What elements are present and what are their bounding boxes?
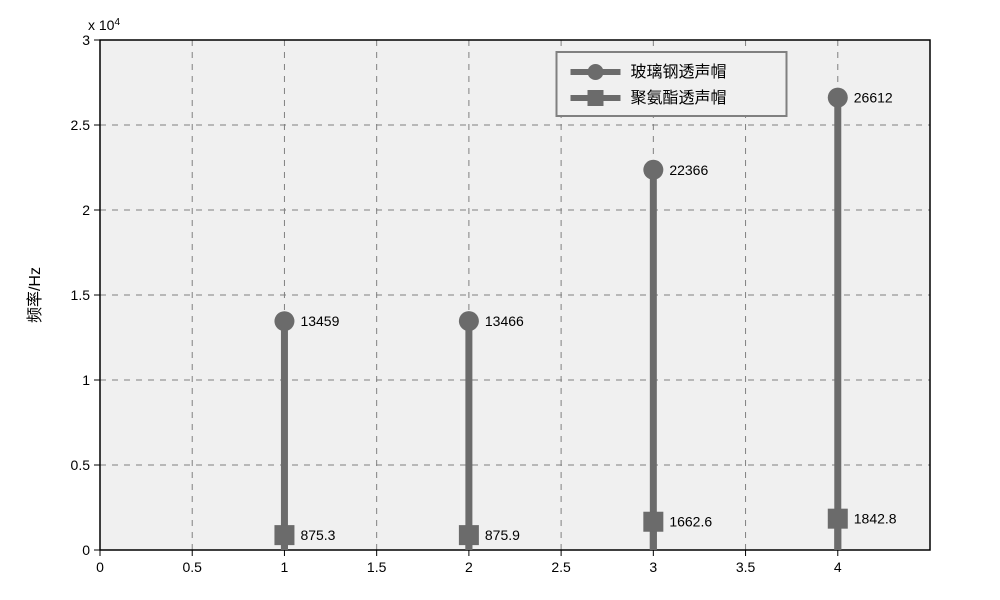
xtick-label: 0.5 <box>182 559 202 575</box>
chart-container: 00.511.522.533.5400.511.522.53x 104频率/Hz… <box>0 0 1000 600</box>
marker-square <box>643 512 663 532</box>
marker-circle <box>643 160 663 180</box>
data-label: 26612 <box>854 90 893 106</box>
xtick-label: 1.5 <box>367 559 387 575</box>
data-label: 1842.8 <box>854 511 897 527</box>
xtick-label: 1 <box>281 559 289 575</box>
data-label: 13459 <box>300 313 339 329</box>
legend-label: 玻璃钢透声帽 <box>631 63 727 81</box>
ytick-label: 1.5 <box>71 287 91 303</box>
marker-square <box>459 525 479 545</box>
xtick-label: 2.5 <box>551 559 571 575</box>
legend-marker-square <box>588 90 604 106</box>
xtick-label: 0 <box>96 559 104 575</box>
marker-square <box>274 525 294 545</box>
marker-square <box>828 509 848 529</box>
xtick-label: 4 <box>834 559 842 575</box>
y-axis-label: 频率/Hz <box>26 267 44 323</box>
data-label: 22366 <box>669 162 708 178</box>
xtick-label: 3.5 <box>736 559 756 575</box>
data-label: 875.9 <box>485 527 520 543</box>
data-label: 875.3 <box>300 527 335 543</box>
ytick-label: 3 <box>82 32 90 48</box>
legend-label: 聚氨酯透声帽 <box>631 89 727 107</box>
ytick-label: 2 <box>82 202 90 218</box>
data-label: 13466 <box>485 313 524 329</box>
frequency-stem-chart: 00.511.522.533.5400.511.522.53x 104频率/Hz… <box>0 0 1000 600</box>
ytick-label: 0 <box>82 542 90 558</box>
xtick-label: 2 <box>465 559 473 575</box>
marker-circle <box>828 88 848 108</box>
data-label: 1662.6 <box>669 514 712 530</box>
legend-marker-circle <box>588 64 604 80</box>
ytick-label: 0.5 <box>71 457 91 473</box>
marker-circle <box>274 311 294 331</box>
xtick-label: 3 <box>649 559 657 575</box>
ytick-label: 1 <box>82 372 90 388</box>
y-exponent-label: x 104 <box>88 17 120 34</box>
ytick-label: 2.5 <box>71 117 91 133</box>
marker-circle <box>459 311 479 331</box>
